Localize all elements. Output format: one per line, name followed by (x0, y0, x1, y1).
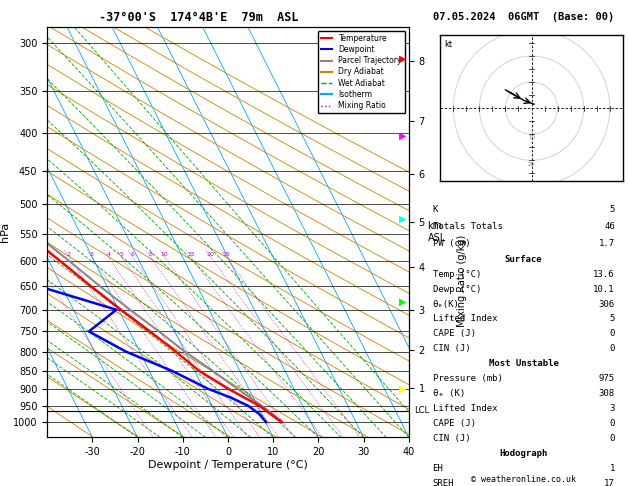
Text: 25: 25 (222, 252, 230, 257)
Text: 5: 5 (610, 314, 615, 324)
Text: 0: 0 (610, 330, 615, 338)
Text: Pressure (mb): Pressure (mb) (433, 374, 503, 383)
Text: θₑ(K): θₑ(K) (433, 299, 459, 309)
X-axis label: Dewpoint / Temperature (°C): Dewpoint / Temperature (°C) (148, 460, 308, 470)
Text: 3: 3 (610, 404, 615, 413)
Text: 5: 5 (610, 205, 615, 214)
Text: 5: 5 (120, 252, 123, 257)
Text: Surface: Surface (505, 255, 542, 264)
Text: LCL: LCL (415, 406, 430, 416)
Text: CIN (J): CIN (J) (433, 434, 470, 443)
Y-axis label: km
ASL: km ASL (428, 221, 446, 243)
Text: Most Unstable: Most Unstable (489, 359, 559, 368)
Text: Dewp (°C): Dewp (°C) (433, 285, 481, 294)
Text: ▶: ▶ (399, 214, 406, 224)
Text: 306: 306 (599, 299, 615, 309)
Text: CAPE (J): CAPE (J) (433, 330, 476, 338)
Text: ▶: ▶ (399, 53, 406, 63)
Text: PW (cm): PW (cm) (433, 239, 470, 248)
Text: Hodograph: Hodograph (499, 449, 548, 458)
Text: 10.1: 10.1 (593, 285, 615, 294)
Text: 1.7: 1.7 (599, 239, 615, 248)
Text: 07.05.2024  06GMT  (Base: 00): 07.05.2024 06GMT (Base: 00) (433, 12, 615, 22)
Text: ▶: ▶ (399, 384, 406, 394)
Text: SREH: SREH (433, 479, 454, 486)
Text: 10: 10 (161, 252, 169, 257)
Text: 20: 20 (528, 161, 535, 167)
Text: CIN (J): CIN (J) (433, 344, 470, 353)
Text: 308: 308 (599, 389, 615, 398)
Text: 4: 4 (106, 252, 110, 257)
Text: θₑ (K): θₑ (K) (433, 389, 465, 398)
Text: 3: 3 (89, 252, 94, 257)
Text: 8: 8 (148, 252, 152, 257)
Text: 6: 6 (131, 252, 135, 257)
Text: 17: 17 (604, 479, 615, 486)
Text: -37°00'S  174°4B'E  79m  ASL: -37°00'S 174°4B'E 79m ASL (99, 11, 299, 24)
Text: 0: 0 (610, 419, 615, 428)
Text: 0: 0 (610, 434, 615, 443)
Text: 1: 1 (610, 464, 615, 473)
Text: kt: kt (444, 39, 452, 49)
Text: EH: EH (433, 464, 443, 473)
Text: Lifted Index: Lifted Index (433, 314, 497, 324)
Text: 0: 0 (610, 344, 615, 353)
Text: CAPE (J): CAPE (J) (433, 419, 476, 428)
Text: © weatheronline.co.uk: © weatheronline.co.uk (471, 474, 576, 484)
Text: 10: 10 (528, 136, 535, 140)
Text: 20: 20 (207, 252, 214, 257)
Text: 975: 975 (599, 374, 615, 383)
Text: 13.6: 13.6 (593, 270, 615, 278)
Text: ▶: ▶ (399, 131, 406, 141)
Legend: Temperature, Dewpoint, Parcel Trajectory, Dry Adiabat, Wet Adiabat, Isotherm, Mi: Temperature, Dewpoint, Parcel Trajectory… (318, 31, 405, 113)
Text: 15: 15 (187, 252, 195, 257)
Text: Lifted Index: Lifted Index (433, 404, 497, 413)
Text: 2: 2 (67, 252, 71, 257)
Text: Temp (°C): Temp (°C) (433, 270, 481, 278)
Text: Totals Totals: Totals Totals (433, 222, 503, 231)
Y-axis label: hPa: hPa (0, 222, 10, 242)
Text: 46: 46 (604, 222, 615, 231)
Text: ▶: ▶ (399, 296, 406, 306)
Text: Mixing Ratio (g/kg): Mixing Ratio (g/kg) (457, 235, 467, 328)
Text: K: K (433, 205, 438, 214)
